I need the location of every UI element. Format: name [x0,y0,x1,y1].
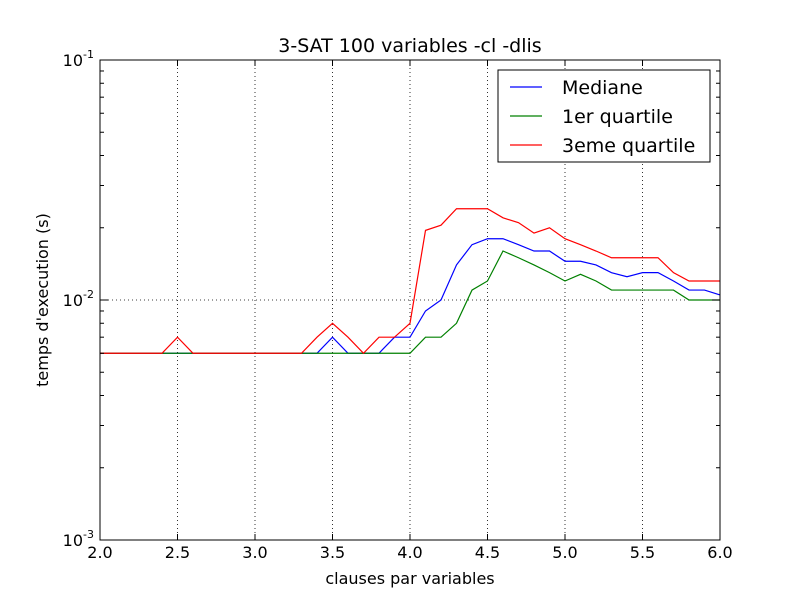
x-tick-label: 2.5 [165,543,190,562]
chart-title: 3-SAT 100 variables -cl -dlis [278,35,541,57]
y-tick-label: 10-3 [63,528,94,550]
x-tick-label: 4.5 [475,543,500,562]
x-axis-label: clauses par variables [325,569,494,588]
series-line-2 [100,208,720,355]
ticks [99,59,721,541]
x-tick-labels: 2.0 2.5 3.0 3.5 4.0 4.5 5.0 5.5 6.0 [87,543,732,562]
legend-label-2: 3eme quartile [562,135,695,157]
x-tick-label: 5.0 [552,543,577,562]
x-tick-label: 2.0 [87,543,112,562]
x-tick-label: 3.5 [320,543,345,562]
y-tick-label: 10-1 [63,48,94,70]
series-lines [100,208,721,355]
y-axis-label: temps d'execution (s) [33,213,52,387]
x-tick-label: 5.5 [630,543,655,562]
grid [100,60,720,540]
legend-label-0: Mediane [562,77,643,99]
legend: Mediane 1er quartile 3eme quartile [497,69,711,163]
x-tick-label: 6.0 [707,543,732,562]
x-tick-label: 3.0 [242,543,267,562]
legend-label-1: 1er quartile [562,106,673,128]
x-tick-label: 4.0 [397,543,422,562]
y-tick-label: 10-2 [63,288,94,310]
y-tick-labels: 10-3 10-2 10-1 [63,48,94,550]
